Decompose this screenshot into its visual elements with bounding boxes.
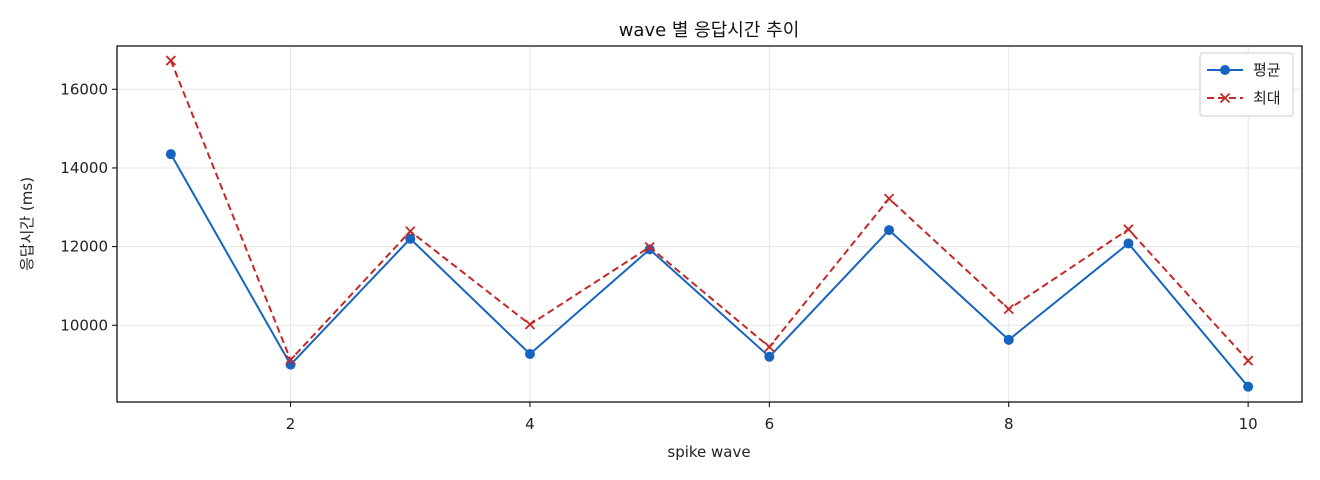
legend-item: 최대 bbox=[1207, 89, 1281, 107]
data-point bbox=[405, 226, 416, 237]
data-point bbox=[1123, 238, 1134, 249]
grid-lines bbox=[117, 46, 1302, 402]
legend-label: 평균 bbox=[1253, 61, 1281, 79]
data-point bbox=[764, 351, 775, 362]
series-1 bbox=[165, 149, 1254, 392]
data-point bbox=[524, 349, 535, 360]
data-point bbox=[1123, 224, 1134, 235]
data-point bbox=[883, 193, 895, 204]
legend-marker bbox=[1220, 65, 1230, 75]
series-line bbox=[169, 60, 1249, 362]
data-point bbox=[884, 225, 895, 236]
data-point bbox=[165, 149, 176, 160]
data-point bbox=[165, 55, 177, 66]
series-layer bbox=[165, 55, 1254, 392]
x-tick-label: 2 bbox=[286, 415, 296, 433]
data-point bbox=[285, 354, 296, 366]
chart-title: wave 별 응답시간 추이 bbox=[619, 20, 800, 41]
data-point bbox=[644, 241, 655, 253]
x-tick-label: 10 bbox=[1239, 415, 1258, 433]
legend-marker bbox=[1219, 92, 1231, 104]
data-point bbox=[644, 244, 655, 255]
data-point bbox=[405, 233, 416, 244]
legend-item: 평균 bbox=[1207, 61, 1281, 79]
data-point bbox=[1243, 355, 1254, 366]
data-point bbox=[1003, 334, 1014, 345]
x-tick-label: 6 bbox=[765, 415, 775, 433]
data-point bbox=[1003, 304, 1014, 315]
series-line bbox=[169, 153, 1249, 388]
y-tick-label: 14000 bbox=[60, 159, 108, 177]
y-tick-label: 12000 bbox=[60, 238, 108, 256]
data-point bbox=[524, 319, 536, 330]
x-axis-label: spike wave bbox=[667, 443, 750, 461]
legend-label: 최대 bbox=[1253, 89, 1281, 107]
x-tick-label: 4 bbox=[525, 415, 535, 433]
y-tick-label: 10000 bbox=[60, 316, 108, 334]
axis-ticks: 2 4 6 8 10 10000 12000 14000 16000 bbox=[60, 80, 1257, 433]
plot-area bbox=[116, 45, 1303, 403]
data-point bbox=[764, 341, 775, 353]
y-axis-label: 응답시간 (ms) bbox=[18, 177, 36, 271]
series-2 bbox=[165, 55, 1254, 366]
y-tick-label: 16000 bbox=[60, 80, 108, 98]
x-tick-label: 8 bbox=[1004, 415, 1014, 433]
data-point bbox=[1243, 381, 1254, 392]
